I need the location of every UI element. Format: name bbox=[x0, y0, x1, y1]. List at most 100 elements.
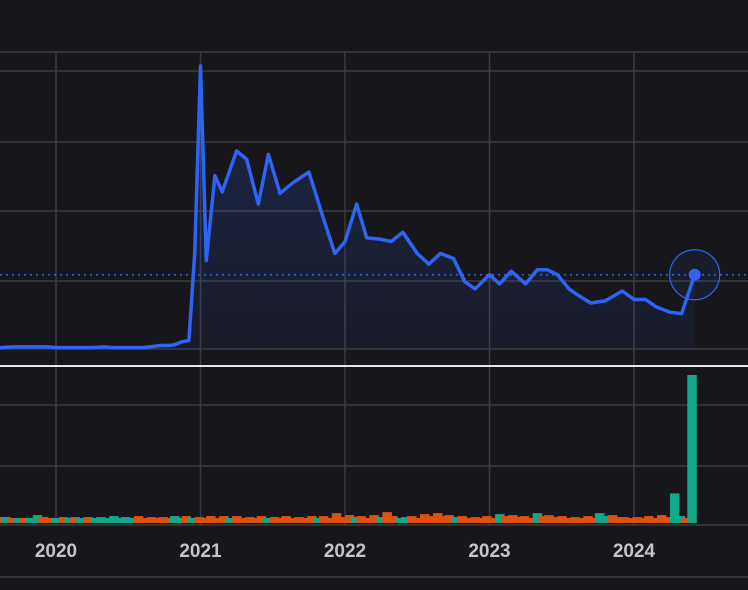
volume-bar bbox=[643, 516, 654, 523]
volume-bar bbox=[152, 518, 163, 523]
volume-bar bbox=[250, 518, 261, 523]
volume-bar bbox=[213, 518, 223, 523]
volume-bar bbox=[175, 518, 186, 523]
volume-bar bbox=[369, 515, 379, 523]
volume-bar bbox=[600, 516, 611, 523]
volume-bar bbox=[38, 517, 48, 523]
volume-bar bbox=[425, 516, 436, 523]
volume-bar bbox=[613, 517, 624, 523]
volume-bar bbox=[294, 517, 304, 523]
volume-bar bbox=[675, 516, 686, 523]
volume-bar bbox=[406, 516, 417, 523]
volume-bar bbox=[194, 517, 205, 523]
last-price-marker[interactable] bbox=[688, 268, 701, 281]
volume-bar bbox=[90, 518, 101, 523]
volume-bar bbox=[563, 518, 573, 523]
volume-bar bbox=[337, 517, 348, 523]
volume-bar bbox=[200, 518, 210, 523]
volume-bar bbox=[656, 515, 667, 523]
volume-bar bbox=[58, 517, 69, 523]
volume-bar bbox=[557, 516, 567, 523]
volume-bar bbox=[44, 518, 54, 523]
volume-bar bbox=[115, 518, 125, 523]
volume-bar bbox=[525, 518, 535, 523]
volume-bar bbox=[25, 518, 35, 523]
volume-bar bbox=[632, 517, 642, 523]
volume-bar bbox=[256, 516, 267, 523]
volume-bar bbox=[187, 518, 197, 523]
volume-bar bbox=[583, 516, 593, 523]
volume-bar bbox=[64, 518, 75, 523]
volume-bar bbox=[8, 518, 18, 523]
x-tick-label: 2021 bbox=[179, 541, 222, 562]
volume-bar bbox=[638, 518, 648, 523]
volume-bar bbox=[51, 518, 61, 523]
volume-bar bbox=[206, 516, 216, 523]
x-tick-label: 2022 bbox=[324, 541, 366, 562]
volume-bar bbox=[444, 515, 455, 523]
volume-bar bbox=[13, 518, 24, 523]
volume-bar bbox=[681, 518, 692, 523]
volume-bar bbox=[532, 513, 543, 523]
volume-bar bbox=[288, 518, 298, 523]
volume-bar bbox=[269, 517, 280, 523]
volume-bar bbox=[344, 515, 355, 523]
volume-bar bbox=[181, 516, 192, 523]
volume-bar bbox=[463, 518, 473, 523]
volume-bar bbox=[519, 516, 530, 523]
volume-bar bbox=[388, 516, 398, 523]
volume-bar bbox=[625, 518, 635, 523]
volume-bar bbox=[432, 513, 443, 523]
price-line bbox=[0, 64, 697, 350]
volume-bar bbox=[544, 515, 554, 523]
volume-bar bbox=[513, 517, 524, 523]
volume-bar bbox=[594, 513, 605, 523]
volume-bar bbox=[219, 516, 229, 523]
volume-bar bbox=[356, 516, 366, 523]
volume-bar bbox=[313, 518, 323, 523]
volume-bar bbox=[232, 516, 242, 523]
volume-bar bbox=[687, 375, 697, 523]
time-axis: 2020 2021 2022 2023 2024 bbox=[35, 541, 656, 562]
volume-bar bbox=[576, 518, 586, 523]
volume-bar bbox=[451, 517, 462, 523]
volume-bar bbox=[401, 517, 411, 523]
volume-bar bbox=[508, 515, 518, 523]
volume-bar bbox=[126, 518, 137, 523]
x-tick-label: 2023 bbox=[468, 541, 510, 562]
volume-bar bbox=[419, 514, 430, 523]
volume-bar bbox=[19, 518, 30, 523]
volume-bar bbox=[412, 518, 423, 523]
volume-bar bbox=[0, 517, 11, 523]
volume-bar bbox=[476, 518, 486, 523]
volume-bar bbox=[318, 516, 329, 523]
volume-bar bbox=[382, 512, 392, 523]
volume-bar bbox=[169, 516, 180, 523]
volume-bar bbox=[651, 518, 661, 523]
volume-bar bbox=[96, 517, 106, 523]
volume-bar bbox=[224, 518, 235, 523]
x-tick-label: 2020 bbox=[35, 541, 77, 562]
volume-bar bbox=[669, 493, 680, 523]
volume-bar bbox=[281, 516, 291, 523]
volume-bar bbox=[482, 516, 492, 523]
volume-bar bbox=[70, 517, 80, 523]
volume-bar bbox=[438, 516, 449, 523]
volume-bar bbox=[326, 518, 336, 523]
volume-bar bbox=[245, 517, 255, 523]
volume-bar bbox=[457, 516, 468, 523]
volume-bar bbox=[109, 516, 119, 523]
volume-bar bbox=[500, 516, 511, 523]
volume-bar bbox=[489, 518, 499, 523]
volume-bar bbox=[395, 518, 405, 523]
price-area-fill bbox=[1, 66, 695, 349]
volume-bar bbox=[376, 517, 387, 523]
volume-bar bbox=[538, 516, 548, 523]
volume-bar bbox=[331, 513, 342, 523]
volume-bar bbox=[350, 517, 361, 523]
volume-bar bbox=[120, 517, 131, 523]
volume-bar bbox=[262, 518, 272, 523]
volume-bar bbox=[495, 514, 505, 523]
